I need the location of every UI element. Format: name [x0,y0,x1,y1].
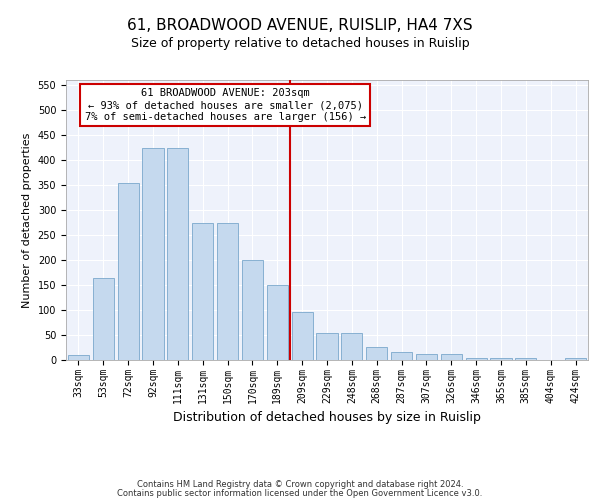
Bar [466,358,487,360]
Y-axis label: Number of detached properties: Number of detached properties [22,132,32,308]
Bar [416,354,437,360]
Bar [217,222,238,360]
Bar [93,278,114,360]
Text: Contains public sector information licensed under the Open Government Licence v3: Contains public sector information licen… [118,490,482,498]
X-axis label: Distribution of detached houses by size in Ruislip: Distribution of detached houses by size … [173,411,481,424]
Bar [565,358,586,360]
Text: 61, BROADWOOD AVENUE, RUISLIP, HA4 7XS: 61, BROADWOOD AVENUE, RUISLIP, HA4 7XS [127,18,473,32]
Bar [118,182,139,360]
Text: Size of property relative to detached houses in Ruislip: Size of property relative to detached ho… [131,38,469,51]
Bar [441,354,462,360]
Bar [515,358,536,360]
Bar [267,285,288,360]
Bar [167,148,188,360]
Bar [192,222,213,360]
Bar [142,148,164,360]
Bar [316,332,338,360]
Bar [68,355,89,360]
Text: Contains HM Land Registry data © Crown copyright and database right 2024.: Contains HM Land Registry data © Crown c… [137,480,463,489]
Bar [490,358,512,360]
Bar [242,260,263,360]
Bar [341,332,362,360]
Text: 61 BROADWOOD AVENUE: 203sqm
← 93% of detached houses are smaller (2,075)
7% of s: 61 BROADWOOD AVENUE: 203sqm ← 93% of det… [85,88,366,122]
Bar [292,312,313,360]
Bar [391,352,412,360]
Bar [366,346,387,360]
